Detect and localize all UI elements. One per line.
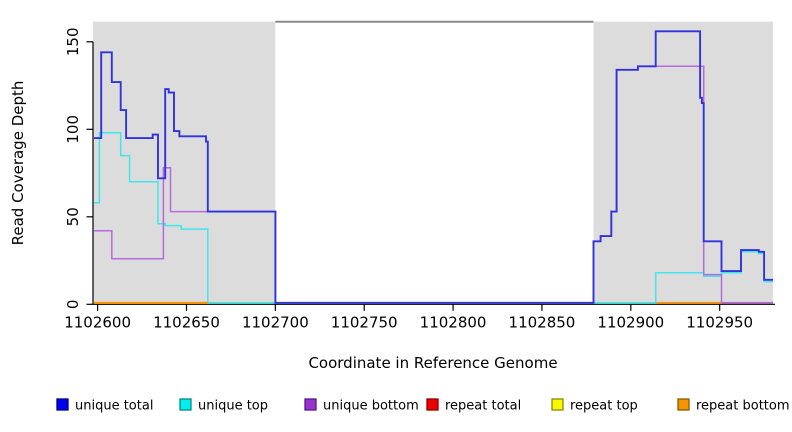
legend-entry: repeat top [551,398,638,414]
legend-swatch-unique-bottom [304,398,317,411]
legend-swatch-repeat-bottom [677,398,690,411]
legend-label: unique total [75,399,153,414]
x-tick-label: 1102700 [242,313,309,331]
shaded-regions [93,20,773,305]
legend-swatch-unique-top [179,398,192,411]
axes: 1102600 1102650 1102700 1102750 1102800 11028… [64,27,775,331]
x-axis-title: Coordinate in Reference Genome [308,354,557,372]
x-tick-label: 1102950 [686,313,753,331]
series-unique-total [94,30,773,304]
legend-entry: repeat bottom [677,398,790,414]
series-unique-top [94,132,773,304]
data-series [94,30,773,304]
legend-swatch-unique-total [56,398,69,411]
x-tick-label: 1102900 [597,313,664,331]
legend-label: repeat top [570,399,638,414]
x-tick-label: 1102800 [420,313,487,331]
legend-label: repeat bottom [696,399,790,414]
y-tick-label: 150 [64,27,82,56]
legend-entry: unique total [56,398,153,414]
y-axis-title: Read Coverage Depth [9,81,27,246]
shaded-region [593,21,773,305]
legend-swatch-repeat-top [551,398,564,411]
shaded-region [93,21,276,305]
legend: unique total unique top unique bottom repea… [56,398,790,414]
legend-entry: unique bottom [304,398,419,414]
x-tick-label: 1102600 [64,313,131,331]
legend-swatch-repeat-total [426,398,439,411]
x-tick-label: 1102850 [509,313,576,331]
legend-entry: unique top [179,398,268,414]
legend-label: repeat total [445,399,521,414]
legend-entry: repeat total [426,398,521,414]
y-tick-label: 0 [64,300,82,310]
y-tick-label: 50 [64,207,82,226]
legend-label: unique bottom [323,399,419,414]
x-tick-label: 1102750 [331,313,398,331]
y-tick-label: 100 [64,115,82,144]
legend-label: unique top [198,399,268,414]
x-tick-label: 1102650 [153,313,220,331]
